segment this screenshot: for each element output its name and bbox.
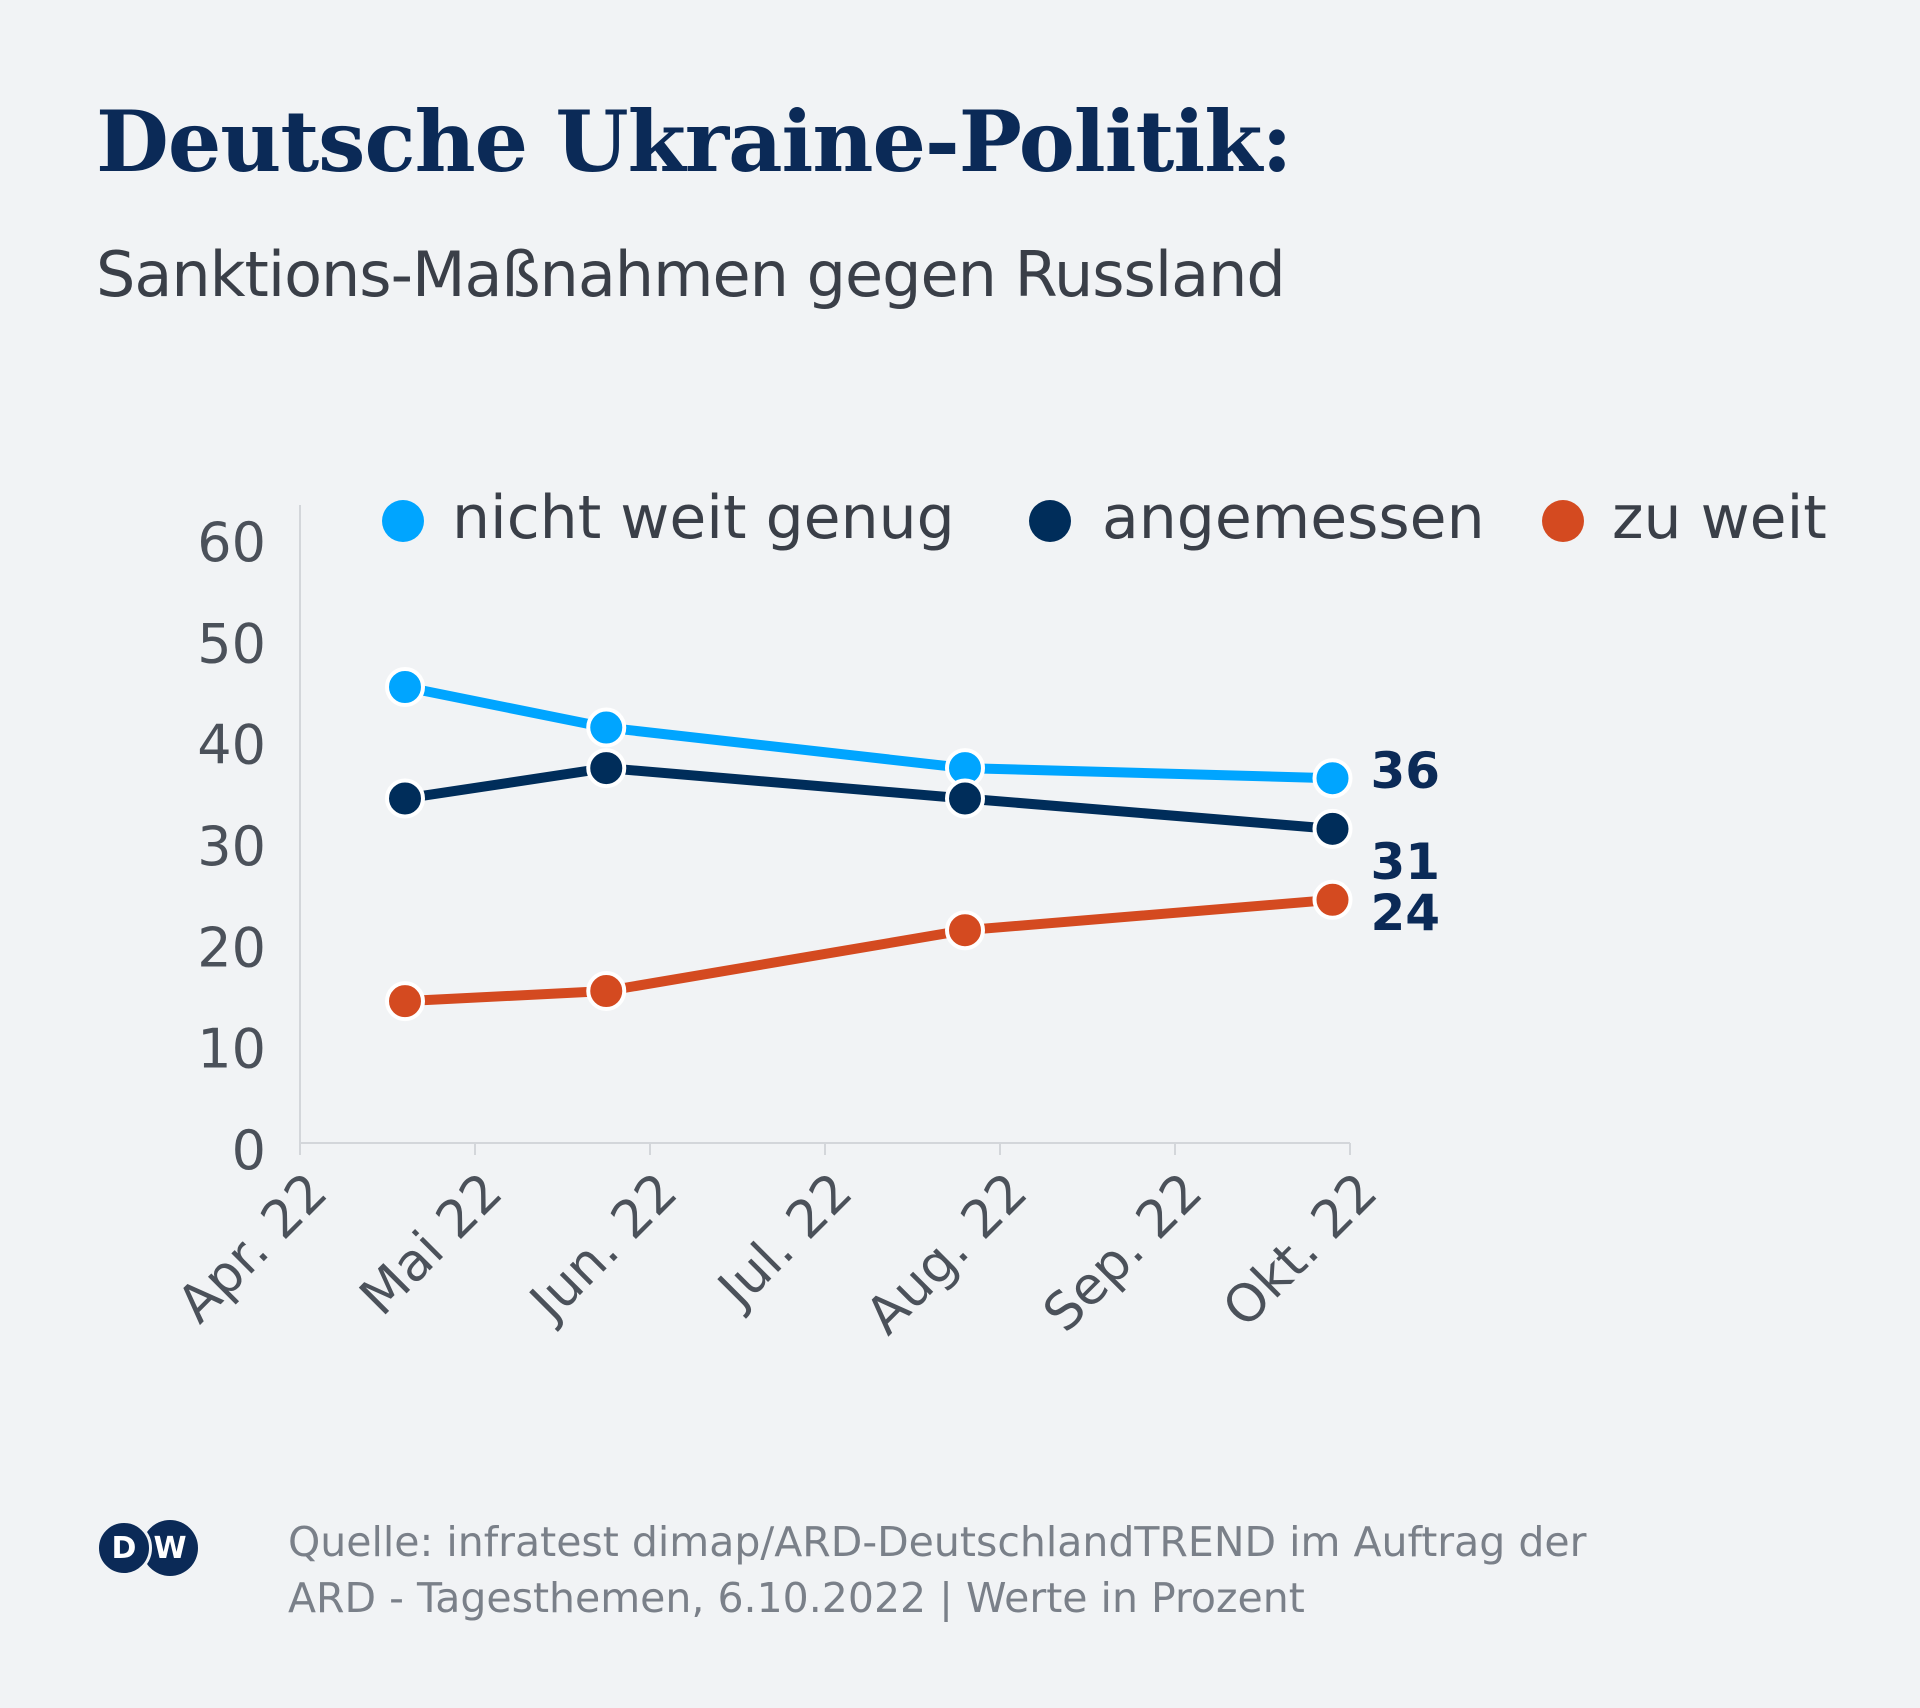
data-point bbox=[945, 910, 985, 951]
x-tick-label: Apr. 22 bbox=[166, 1162, 339, 1335]
x-tick-label: Jul. 22 bbox=[705, 1162, 864, 1321]
legend-label: nicht weit genug bbox=[452, 483, 955, 553]
dw-logo-w: W bbox=[142, 1520, 198, 1576]
end-value-label: 36 bbox=[1371, 742, 1441, 800]
dw-logo-d: D bbox=[96, 1520, 152, 1576]
legend-marker bbox=[382, 500, 424, 542]
chart-title: Deutsche Ukraine-Politik: bbox=[96, 92, 1292, 191]
line-chart: nicht weit genug angemessen zu weit 0 10 20 3… bbox=[166, 483, 1827, 1346]
legend-label: zu weit bbox=[1612, 483, 1827, 553]
chart-axes: 0 10 20 30 40 50 60 Apr. 22 Mai 22 Jun. 22 Jul. 22… bbox=[166, 505, 1389, 1346]
series-line bbox=[400, 894, 1338, 1007]
series-line bbox=[400, 682, 1338, 784]
y-tick-label: 10 bbox=[197, 1018, 266, 1081]
y-tick-label: 60 bbox=[197, 511, 266, 574]
x-tick-label: Jun. 22 bbox=[517, 1162, 689, 1334]
y-tick-label: 40 bbox=[197, 714, 266, 777]
data-point bbox=[945, 778, 985, 819]
chart-legend: nicht weit genug angemessen zu weit bbox=[382, 483, 1827, 553]
dw-logo: D W bbox=[96, 1520, 198, 1576]
footer: D W Quelle: infratest dimap/ARD-Deutschl… bbox=[0, 1500, 1920, 1640]
y-tick-label: 50 bbox=[197, 612, 266, 675]
source-note: Quelle: infratest dimap/ARD-DeutschlandT… bbox=[288, 1514, 1848, 1626]
chart-series bbox=[385, 667, 1353, 1022]
y-tick-label: 20 bbox=[197, 916, 266, 979]
chart-subtitle: Sanktions-Maßnahmen gegen Russland bbox=[96, 238, 1286, 311]
series-line bbox=[400, 763, 1338, 834]
source-line-2: ARD - Tagesthemen, 6.10.2022 | Werte in … bbox=[288, 1574, 1305, 1622]
data-point bbox=[385, 667, 425, 707]
source-line-1: Quelle: infratest dimap/ARD-DeutschlandT… bbox=[288, 1518, 1587, 1566]
data-point bbox=[1312, 808, 1353, 849]
data-point bbox=[385, 778, 425, 819]
data-point bbox=[586, 971, 627, 1011]
end-value-label: 31 bbox=[1371, 833, 1441, 891]
legend-marker bbox=[1029, 500, 1071, 542]
x-tick-label: Mai 22 bbox=[349, 1162, 514, 1327]
data-point bbox=[586, 748, 627, 789]
y-tick-label: 0 bbox=[232, 1119, 266, 1182]
data-point bbox=[1312, 879, 1353, 920]
x-tick-label: Sep. 22 bbox=[1032, 1162, 1214, 1344]
x-tick-label: Aug. 22 bbox=[855, 1162, 1039, 1346]
y-tick-label: 30 bbox=[197, 815, 266, 878]
data-point bbox=[1312, 758, 1353, 799]
legend-label: angemessen bbox=[1102, 483, 1485, 553]
legend-marker bbox=[1542, 500, 1584, 542]
end-value-label: 24 bbox=[1371, 884, 1441, 942]
x-tick-label: Okt. 22 bbox=[1212, 1162, 1389, 1339]
data-point bbox=[586, 707, 627, 748]
data-point bbox=[385, 981, 425, 1022]
